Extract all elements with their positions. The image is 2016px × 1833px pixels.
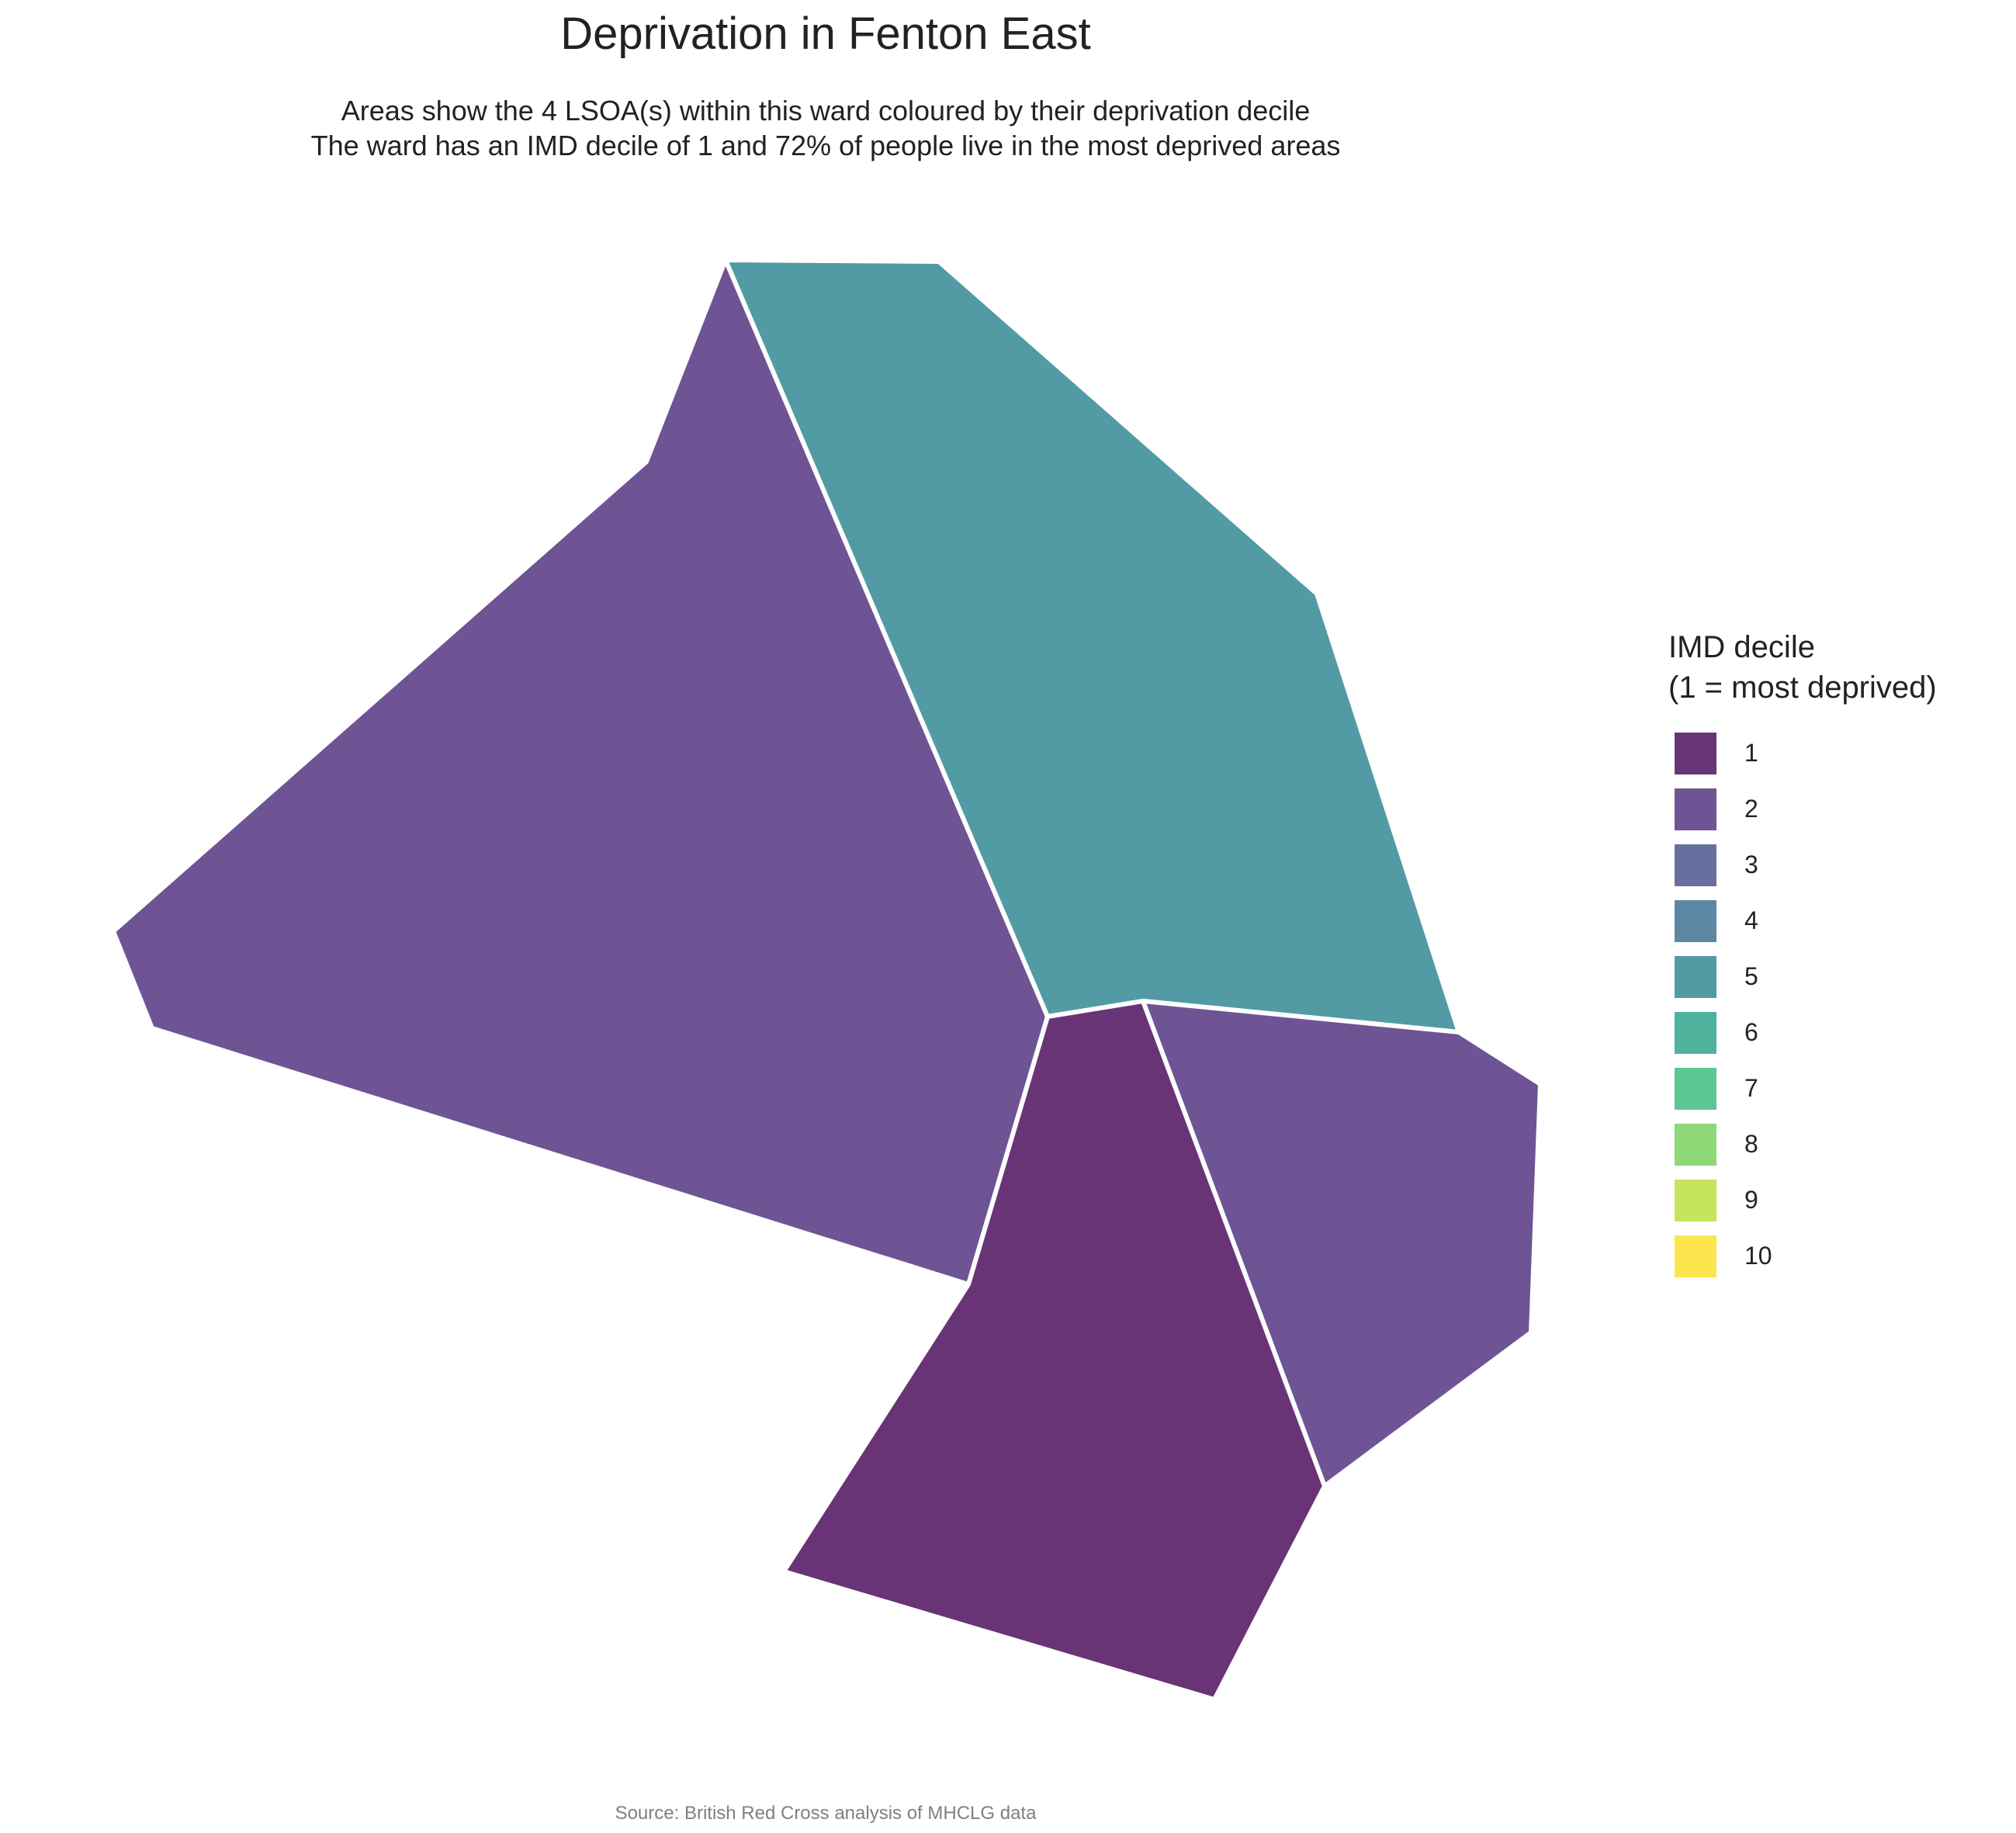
lsoa-area-east[interactable] bbox=[1141, 999, 1543, 1488]
subtitle-line-1: Areas show the 4 LSOA(s) within this war… bbox=[341, 95, 1311, 126]
legend-label: 3 bbox=[1744, 851, 1758, 878]
legend-title-line-2: (1 = most deprived) bbox=[1668, 670, 1937, 705]
legend-item-8: 8 bbox=[1668, 1117, 1937, 1173]
legend-title-line-1: IMD decile bbox=[1668, 630, 1815, 664]
legend-swatch bbox=[1675, 1235, 1716, 1277]
legend-swatch bbox=[1675, 956, 1716, 998]
source-caption: Source: British Red Cross analysis of MH… bbox=[615, 1803, 1037, 1824]
legend-swatch bbox=[1675, 1180, 1716, 1221]
legend-swatch bbox=[1675, 900, 1716, 942]
legend-label: 10 bbox=[1744, 1242, 1772, 1270]
map-title: Deprivation in Fenton East bbox=[560, 9, 1091, 59]
legend-label: 4 bbox=[1744, 906, 1758, 934]
legend-label: 8 bbox=[1744, 1130, 1758, 1158]
subtitle-line-2: The ward has an IMD decile of 1 and 72% … bbox=[310, 130, 1341, 161]
legend-item-5: 5 bbox=[1668, 950, 1937, 1006]
legend-label: 6 bbox=[1744, 1018, 1758, 1046]
legend-swatch bbox=[1675, 1068, 1716, 1110]
legend-swatch bbox=[1675, 1012, 1716, 1054]
legend-item-4: 4 bbox=[1668, 894, 1937, 950]
legend-label: 9 bbox=[1744, 1186, 1758, 1214]
legend-label: 5 bbox=[1744, 962, 1758, 990]
legend-label: 7 bbox=[1744, 1074, 1758, 1102]
legend-label: 1 bbox=[1744, 739, 1758, 767]
legend-item-3: 3 bbox=[1668, 838, 1937, 894]
legend-title: IMD decile (1 = most deprived) bbox=[1668, 627, 1937, 708]
legend-item-7: 7 bbox=[1668, 1062, 1937, 1117]
legend: IMD decile (1 = most deprived) 1 2 3 4 5 6 7 8 9… bbox=[1668, 627, 1937, 1285]
legend-item-1: 1 bbox=[1668, 726, 1937, 782]
legend-item-2: 2 bbox=[1668, 782, 1937, 838]
legend-item-6: 6 bbox=[1668, 1006, 1937, 1062]
legend-item-10: 10 bbox=[1668, 1229, 1937, 1285]
legend-label: 2 bbox=[1744, 795, 1758, 823]
legend-items: 1 2 3 4 5 6 7 8 9 10 bbox=[1668, 726, 1937, 1285]
legend-swatch bbox=[1675, 1124, 1716, 1166]
legend-swatch bbox=[1675, 844, 1716, 886]
legend-item-9: 9 bbox=[1668, 1173, 1937, 1229]
map-subtitle: Areas show the 4 LSOA(s) within this war… bbox=[0, 93, 1651, 163]
legend-swatch bbox=[1675, 788, 1716, 830]
legend-swatch bbox=[1675, 733, 1716, 774]
